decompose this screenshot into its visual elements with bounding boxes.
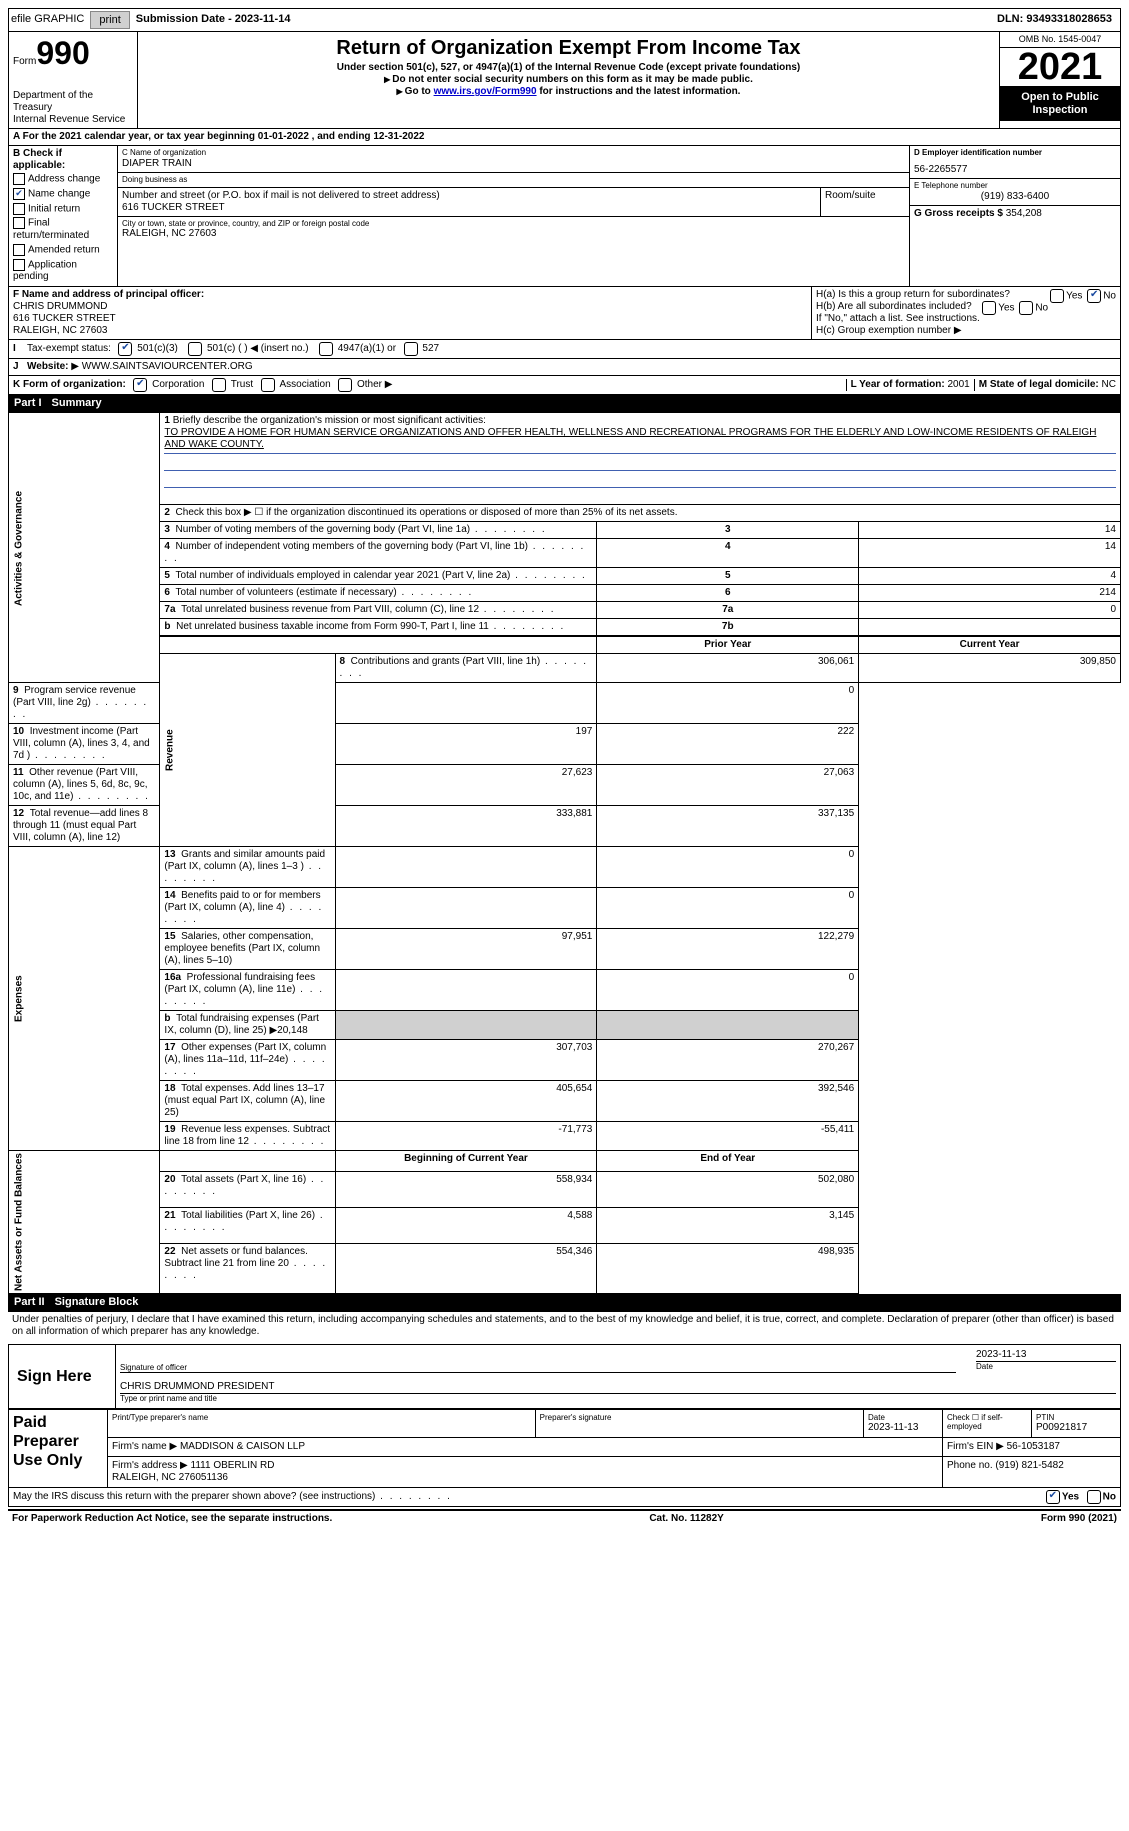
city-label: City or town, state or province, country… <box>122 219 905 229</box>
chk-501c3[interactable] <box>118 342 132 356</box>
sign-here-block: Sign Here Signature of officer 2023-11-1… <box>8 1344 1121 1409</box>
chk-initial-return[interactable]: Initial return <box>13 202 113 217</box>
submission-date: Submission Date - 2023-11-14 <box>136 13 291 26</box>
line-j-label: J <box>13 361 27 373</box>
chk-name-change[interactable]: Name change <box>13 187 113 202</box>
firm-ein: 56-1053187 <box>1007 1441 1060 1452</box>
side-revenue: Revenue <box>160 654 335 847</box>
discuss-yes[interactable] <box>1046 1490 1060 1504</box>
entity-info-grid: B Check if applicable: Address change Na… <box>8 146 1121 287</box>
paid-preparer-block: Paid Preparer Use Only Print/Type prepar… <box>8 1409 1121 1489</box>
gross-receipts-label: G Gross receipts $ <box>914 208 1003 219</box>
line-i-label: I <box>13 343 27 355</box>
gross-receipts-value: 354,208 <box>1006 208 1042 219</box>
dept-label: Department of the Treasury Internal Reve… <box>13 90 133 126</box>
summary-table: Activities & Governance 1 Briefly descri… <box>8 412 1121 1294</box>
officer-street: 616 TUCKER STREET <box>13 313 807 325</box>
instructions-link[interactable]: www.irs.gov/Form990 <box>434 86 537 97</box>
line-k-label: K Form of organization: <box>13 379 126 391</box>
street-label: Number and street (or P.O. box if mail i… <box>122 190 816 202</box>
chk-app-pending[interactable]: Application pending <box>13 258 113 285</box>
firm-name: MADDISON & CAISON LLP <box>180 1441 305 1452</box>
top-toolbar: efile GRAPHIC print Submission Date - 20… <box>8 8 1121 32</box>
page-footer: For Paperwork Reduction Act Notice, see … <box>8 1509 1121 1527</box>
phone-value: (919) 833-6400 <box>914 191 1116 203</box>
officer-sig-line: Signature of officer <box>120 1363 956 1374</box>
chk-trust[interactable] <box>212 378 226 392</box>
year-formation: 2001 <box>947 379 969 390</box>
h-a-row: H(a) Is this a group return for subordin… <box>816 289 1116 301</box>
dln-number: DLN: 93493318028653 <box>997 13 1118 26</box>
form-header: Form990 Department of the Treasury Inter… <box>8 32 1121 129</box>
street-value: 616 TUCKER STREET <box>122 202 816 214</box>
side-activities: Activities & Governance <box>9 413 160 683</box>
org-name-label: C Name of organization <box>122 148 905 158</box>
chk-corp[interactable] <box>133 378 147 392</box>
chk-amended-return[interactable]: Amended return <box>13 243 113 258</box>
print-button[interactable]: print <box>90 11 129 29</box>
officer-name: CHRIS DRUMMOND <box>13 301 807 313</box>
chk-address-change[interactable]: Address change <box>13 172 113 187</box>
penalties-text: Under penalties of perjury, I declare th… <box>8 1312 1121 1340</box>
org-name: DIAPER TRAIN <box>122 158 905 170</box>
form-title: Return of Organization Exempt From Incom… <box>142 36 995 60</box>
city-value: RALEIGH, NC 27603 <box>122 228 905 240</box>
part-1-header: Part I Summary <box>8 395 1121 412</box>
paperwork-notice: For Paperwork Reduction Act Notice, see … <box>12 1513 332 1525</box>
form-subtitle: Under section 501(c), 527, or 4947(a)(1)… <box>142 62 995 74</box>
h-c-row: H(c) Group exemption number ▶ <box>816 325 1116 337</box>
efile-label: efile GRAPHIC <box>11 13 84 26</box>
firm-phone: (919) 821-5482 <box>995 1460 1063 1471</box>
box-b-label: B Check if applicable: <box>13 148 113 172</box>
state-domicile: NC <box>1102 379 1116 390</box>
h-b-note: If "No," attach a list. See instructions… <box>816 313 1116 325</box>
form-number: Form990 <box>13 34 133 72</box>
tax-period: A For the 2021 calendar year, or tax yea… <box>8 129 1121 146</box>
dba-label: Doing business as <box>122 175 905 185</box>
instr-1: Do not enter social security numbers on … <box>392 74 753 85</box>
ein-value: 56-2265577 <box>914 158 1116 176</box>
form-ref: Form 990 (2021) <box>1041 1513 1117 1525</box>
chk-501c[interactable] <box>188 342 202 356</box>
phone-label: E Telephone number <box>914 181 1116 191</box>
sig-date: 2023-11-13 <box>976 1349 1116 1362</box>
ptin-value: P00921817 <box>1036 1422 1087 1433</box>
chk-other[interactable] <box>338 378 352 392</box>
chk-assoc[interactable] <box>261 378 275 392</box>
open-to-public: Open to Public Inspection <box>1000 87 1120 121</box>
ein-label: D Employer identification number <box>914 148 1116 158</box>
room-label: Room/suite <box>825 190 905 202</box>
cat-no: Cat. No. 11282Y <box>649 1513 723 1525</box>
mission-text: TO PROVIDE A HOME FOR HUMAN SERVICE ORGA… <box>164 427 1096 450</box>
chk-527[interactable] <box>404 342 418 356</box>
part-2-header: Part II Signature Block <box>8 1294 1121 1311</box>
website-value: WWW.SAINTSAVIOURCENTER.ORG <box>82 361 253 373</box>
officer-label: F Name and address of principal officer: <box>13 289 807 301</box>
side-expenses: Expenses <box>9 847 160 1151</box>
paid-preparer-label: Paid Preparer Use Only <box>9 1409 108 1488</box>
side-netassets: Net Assets or Fund Balances <box>9 1151 160 1294</box>
chk-4947[interactable] <box>319 342 333 356</box>
chk-final-return[interactable]: Final return/terminated <box>13 216 113 243</box>
officer-city: RALEIGH, NC 27603 <box>13 325 807 337</box>
sign-here-label: Sign Here <box>9 1345 116 1408</box>
discuss-no[interactable] <box>1087 1490 1101 1504</box>
discuss-question: May the IRS discuss this return with the… <box>13 1491 452 1503</box>
officer-print-name: CHRIS DRUMMOND PRESIDENT <box>120 1381 1116 1394</box>
tax-year: 2021 <box>1000 48 1120 87</box>
